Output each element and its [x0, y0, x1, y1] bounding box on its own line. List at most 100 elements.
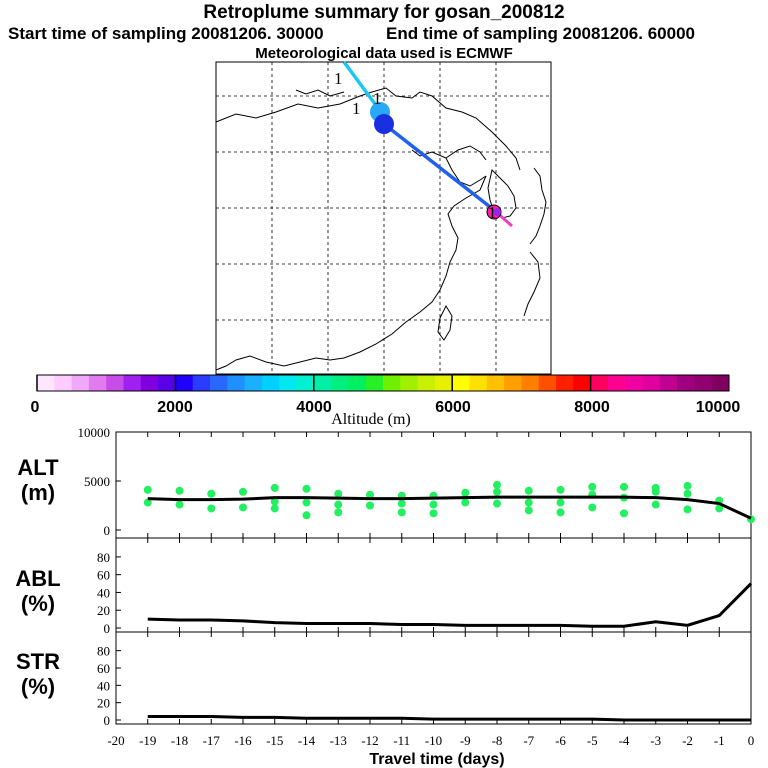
y-tick-label: 20 — [97, 696, 110, 711]
y-tick-label: 20 — [97, 603, 110, 618]
end-time-text: End time of sampling 20081206. 60000 — [386, 24, 695, 43]
colorbar-swatch — [711, 375, 730, 391]
scatter-point — [334, 489, 343, 498]
str-panel-unit: (%) — [21, 674, 55, 699]
colorbar-swatch — [573, 375, 592, 391]
colorbar-swatch — [261, 375, 280, 391]
scatter-point — [366, 501, 374, 510]
alt-panel-unit: (m) — [21, 480, 55, 505]
trajectory-segment-far — [342, 60, 380, 110]
scatter-point — [334, 500, 343, 509]
scatter-point — [683, 505, 692, 514]
day-labels: 1 1 1 1 — [334, 69, 497, 222]
series-line — [147, 582, 753, 628]
y-tick-label: 80 — [97, 550, 110, 565]
colorbar-swatch — [383, 375, 401, 391]
scatter-point — [143, 485, 152, 494]
map-panel: 1 1 1 1 — [215, 60, 552, 375]
y-tick-label: 40 — [97, 585, 110, 600]
day-label: 1 — [373, 89, 382, 108]
x-tick-label: -19 — [139, 733, 156, 748]
colorbar-swatch — [210, 375, 228, 391]
colorbar-swatch — [590, 375, 609, 391]
colorbar-swatch — [417, 375, 436, 391]
colorbar-swatch — [123, 375, 142, 391]
y-tick-label: 5000 — [84, 474, 110, 489]
x-tick-label: -15 — [266, 733, 283, 748]
y-tick-label: 40 — [97, 678, 110, 693]
day-label: 1 — [488, 203, 497, 222]
start-time-text: Start time of sampling 20081206. 30000 — [8, 24, 324, 43]
colorbar-swatch — [106, 375, 124, 391]
colorbar-tick-label: 0 — [31, 399, 40, 416]
x-tick-label: -2 — [682, 733, 693, 748]
trajectory-segment-near — [382, 122, 496, 212]
colorbar-swatch — [486, 375, 505, 391]
colorbar-swatch — [227, 375, 246, 391]
sampling-times: Start time of sampling 20081206. 30000 E… — [8, 24, 768, 44]
panel-frame — [115, 631, 752, 725]
scatter-point — [302, 498, 311, 507]
x-tick-label: -3 — [650, 733, 661, 748]
scatter-point — [175, 486, 184, 495]
scatter-point — [683, 489, 692, 498]
colorbar-swatch — [71, 375, 90, 391]
colorbar-swatch — [469, 375, 488, 391]
scatter-point — [302, 511, 311, 520]
x-tick-label: -9 — [460, 733, 471, 748]
panel-labels: ALT (m) ABL (%) STR (%) — [15, 455, 60, 699]
colorbar-swatch — [694, 375, 713, 391]
series-line — [147, 715, 751, 722]
y-tick-label: 0 — [104, 621, 111, 636]
scatter-point — [556, 498, 565, 507]
scatter-point — [302, 484, 311, 493]
x-tick-label: -16 — [234, 733, 252, 748]
x-tick-label: -6 — [555, 733, 566, 748]
colorbar-swatch — [88, 375, 107, 391]
colorbar-swatch — [331, 375, 349, 391]
scatter-point — [397, 499, 406, 508]
colorbar-tick-label: 2000 — [157, 399, 193, 416]
scatter-point — [493, 499, 501, 508]
colorbar-swatch — [313, 375, 332, 391]
scatter-point — [334, 508, 343, 517]
scatter-point — [461, 488, 470, 497]
x-tick-label: -14 — [298, 733, 316, 748]
series-line — [147, 495, 752, 520]
x-tick-label: -10 — [425, 733, 442, 748]
scatter-point — [651, 487, 660, 496]
day-label: 1 — [334, 69, 343, 88]
panel-frame — [115, 537, 752, 633]
receptor-marker-inner — [493, 208, 501, 216]
x-tick-label: -7 — [523, 733, 534, 748]
scatter-point — [524, 486, 533, 495]
colorbar-swatch — [296, 375, 315, 391]
scatter-point — [239, 503, 247, 512]
colorbar-ticks: 0 2000 4000 6000 8000 10000 — [31, 399, 741, 416]
y-tick-label: 80 — [97, 644, 110, 659]
x-axis-label: Travel time (days) — [369, 751, 504, 768]
abl-panel-unit: (%) — [21, 591, 55, 616]
scatter-point — [143, 498, 152, 507]
scatter-point — [270, 483, 279, 492]
y-tick-label: 0 — [104, 523, 111, 538]
colorbar-swatch — [607, 375, 626, 391]
scatter-point — [429, 509, 438, 518]
scatter-point — [620, 482, 628, 491]
scatter-point — [270, 497, 279, 506]
scatter-point — [207, 489, 216, 498]
y-tick-label: 10000 — [78, 425, 111, 440]
colorbar-swatch — [279, 375, 297, 391]
x-tick-label: -8 — [492, 733, 503, 748]
scatter-point — [207, 504, 216, 513]
scatter-point — [588, 503, 597, 512]
scatter-point — [524, 506, 533, 515]
colorbar-tick-label: 8000 — [574, 399, 610, 416]
x-tick-label: -17 — [203, 733, 221, 748]
colorbar-swatch — [677, 375, 695, 391]
x-tick-label: -1 — [714, 733, 725, 748]
colorbar-swatch — [365, 375, 384, 391]
colorbar-swatch — [192, 375, 211, 391]
